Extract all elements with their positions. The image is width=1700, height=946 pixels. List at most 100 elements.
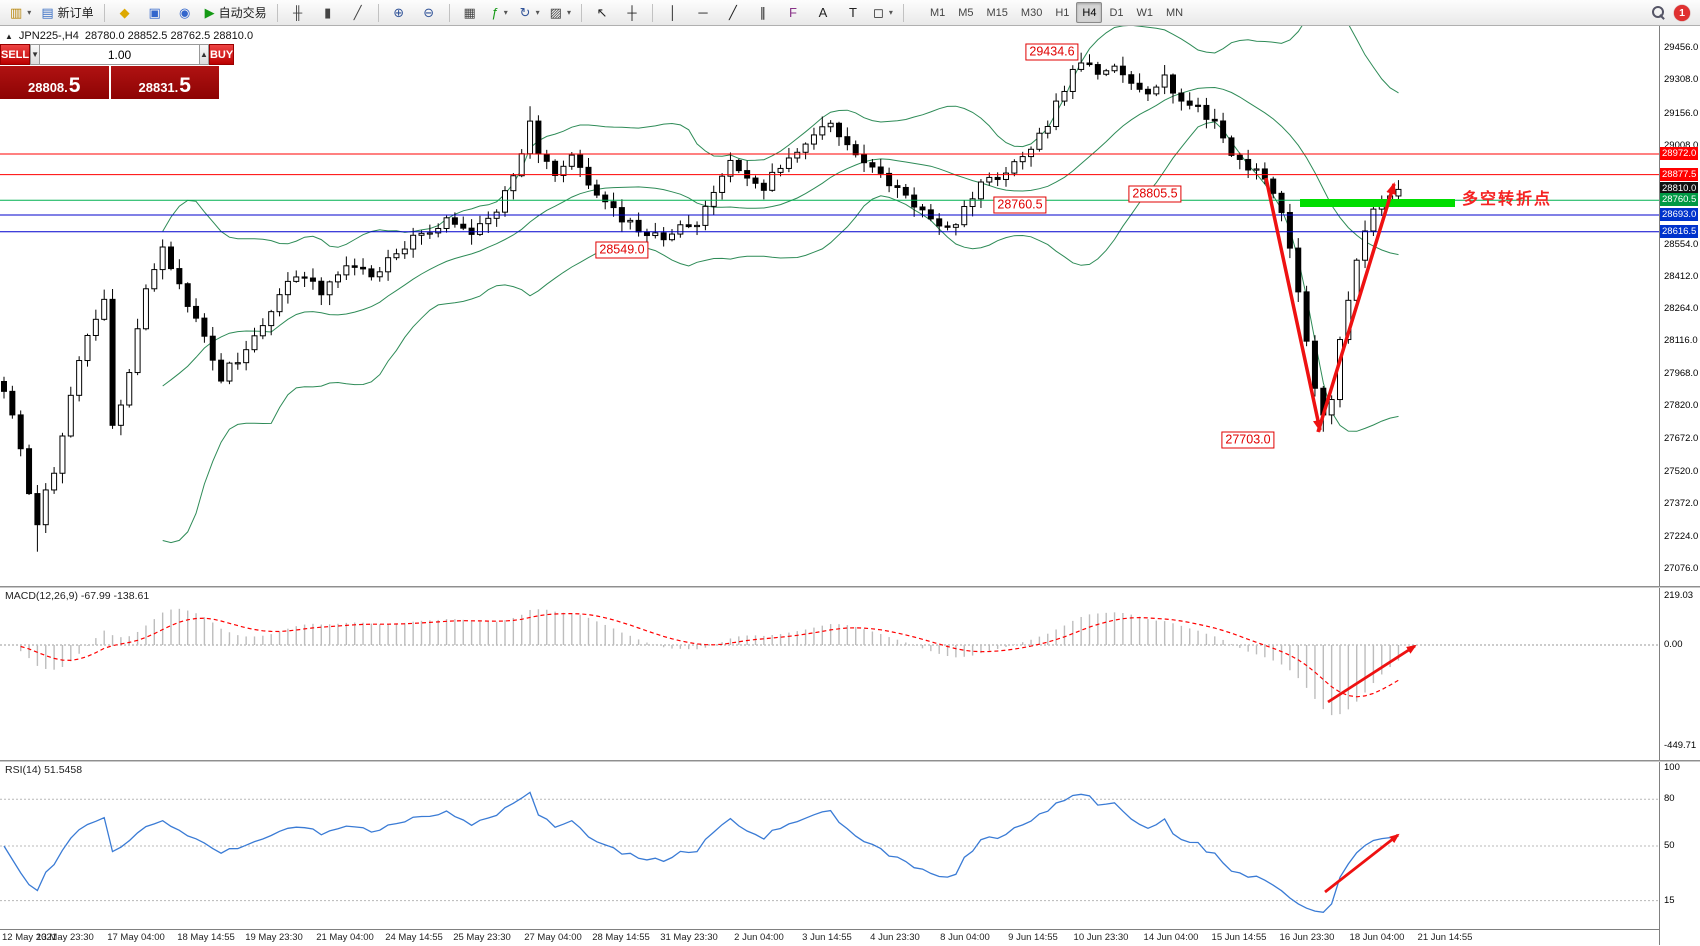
text-icon: A (818, 5, 828, 20)
zoom-in-button[interactable]: ⊕ (385, 2, 413, 24)
bollinger-lower-band (162, 121, 1399, 544)
price-tick-label: 28116.0 (1664, 335, 1698, 347)
main-toolbar: ▥ ▾ ▤ 新订单 ◆ ▣ ◉ ▶ 自动交易 ╫ ▮ ╱ ⊕ ⊖ ▦ ƒ ▾ ↻ ▾ ▨ ▾ ↖ ┼ │ ─ ╱ ∥ F A T ◻ ▾ M1… (0, 0, 1700, 26)
shapes-icon: ◻ (873, 5, 884, 20)
price-callout-label[interactable]: 28805.5 (1128, 185, 1182, 203)
price-tag: 28972.0 (1660, 146, 1699, 160)
price-callout-label[interactable]: 27703.0 (1221, 431, 1275, 449)
price-tag: 28616.5 (1660, 224, 1699, 238)
toolbar-separator (902, 3, 904, 22)
time-tick-label: 28 May 14:55 (592, 932, 650, 943)
volume-input[interactable] (40, 44, 200, 65)
sell-price-main: 28808. (28, 80, 68, 95)
label-button[interactable]: T (839, 2, 867, 24)
timeframe-button-m5[interactable]: M5 (958, 6, 974, 19)
main-chart-canvas[interactable] (0, 26, 1659, 586)
turning-point-annotation[interactable]: 多空转折点 (1462, 191, 1553, 208)
strategy-tester-button[interactable]: ◉ (171, 2, 199, 24)
price-axis[interactable]: 29456.0 29308.0 29156.0 29008.0 28554.0 28412… (1659, 26, 1700, 945)
timeframe-button-mn[interactable]: MN (1166, 6, 1184, 19)
buy-price-pips: 5 (179, 74, 191, 97)
dropdown-arrow-icon: ▾ (566, 8, 571, 17)
candlestick-chart-icon: ▮ (324, 5, 332, 20)
indicators-button[interactable]: ƒ ▾ (486, 2, 514, 24)
buy-price-display[interactable]: 28831. 5 (110, 66, 219, 99)
candlestick-chart-button[interactable]: ▮ (314, 2, 342, 24)
metaeditor-button[interactable]: ◆ (111, 2, 139, 24)
price-tick-label: 27672.0 (1664, 432, 1699, 444)
volume-down-button[interactable]: ▼ (30, 44, 41, 65)
rsi-panel-canvas[interactable] (0, 762, 1659, 929)
auto-trading-icon: ▶ (204, 5, 215, 20)
rsi-axis-label: 80 (1664, 793, 1675, 805)
search-icon[interactable] (1651, 5, 1666, 20)
fibonacci-button[interactable]: F (779, 2, 807, 24)
timeframe-button-d1[interactable]: D1 (1109, 6, 1124, 19)
sell-price-display[interactable]: 28808. 5 (0, 66, 109, 99)
line-chart-icon: ╱ (353, 5, 362, 20)
vertical-line-icon: │ (668, 5, 678, 20)
time-tick-label: 12 May 2021 (2, 932, 57, 943)
time-tick-label: 24 May 14:55 (385, 932, 443, 943)
time-tick-label: 13 May 23:30 (36, 932, 94, 943)
macd-panel-canvas[interactable] (0, 588, 1659, 760)
auto-trading-button[interactable]: ▶ 自动交易 (201, 2, 271, 24)
trendline-button[interactable]: ╱ (719, 2, 747, 24)
price-callout-label[interactable]: 29434.6 (1025, 43, 1079, 61)
time-tick-label: 10 Jun 23:30 (1073, 932, 1129, 943)
shapes-button[interactable]: ◻ ▾ (869, 2, 897, 24)
price-tick-label: 27820.0 (1664, 400, 1699, 412)
text-button[interactable]: A (809, 2, 837, 24)
new-order-button-label: 新订单 (57, 6, 94, 20)
macd-trend-arrow[interactable] (1327, 644, 1417, 704)
time-tick-label: 27 May 04:00 (524, 932, 582, 943)
price-tag: 28760.5 (1660, 193, 1699, 207)
rsi-trend-arrow[interactable] (1324, 833, 1400, 894)
time-axis[interactable]: 12 May 2021 13 May 23:30 17 May 04:00 18 Ma… (0, 929, 1659, 946)
time-tick-label: 14 Jun 04:00 (1143, 932, 1199, 943)
toolbar-separator (580, 3, 582, 22)
price-callout-label[interactable]: 28760.5 (993, 196, 1047, 214)
time-tick-label: 18 May 14:55 (177, 932, 235, 943)
trend-arrow[interactable] (1316, 182, 1396, 433)
dropdown-arrow-icon: ▾ (888, 8, 893, 17)
turning-point-highlight-bar[interactable] (1300, 199, 1455, 207)
channel-button[interactable]: ∥ (749, 2, 777, 24)
zoom-out-button[interactable]: ⊖ (415, 2, 443, 24)
macd-axis-label: 0.00 (1664, 639, 1683, 650)
subwindow-splitter[interactable] (0, 586, 1700, 588)
crosshair-button[interactable]: ┼ (618, 2, 646, 24)
cursor-button[interactable]: ↖ (588, 2, 616, 24)
periods-button[interactable]: ↻ ▾ (516, 2, 544, 24)
new-chart-button[interactable]: ▥ ▾ (6, 2, 35, 24)
notification-badge[interactable]: 1 (1674, 4, 1690, 21)
timeframe-selector: M1 M5 M15 M30 H1 H4 D1 W1 MN (924, 2, 1189, 23)
timeframe-button-m30[interactable]: M30 (1020, 6, 1043, 19)
rsi-indicator-label: RSI(14) 51.5458 (5, 764, 83, 776)
timeframe-button-h4[interactable]: H4 (1076, 2, 1103, 23)
subwindow-splitter[interactable] (0, 760, 1700, 762)
sell-button[interactable]: SELL (0, 44, 31, 65)
time-tick-label: 21 Jun 14:55 (1417, 932, 1473, 943)
price-tick-label: 27968.0 (1664, 367, 1699, 379)
bar-chart-button[interactable]: ╫ (284, 2, 312, 24)
rsi-axis-label: 50 (1664, 840, 1675, 851)
market-watch-button[interactable]: ▣ (141, 2, 169, 24)
timeframe-button-m15[interactable]: M15 (986, 6, 1008, 19)
chart-window: ▲ JPN225-,H4 28780.0 28852.5 28762.5 288… (0, 26, 1700, 946)
timeframe-button-m1[interactable]: M1 (929, 6, 946, 19)
horizontal-line-button[interactable]: ─ (689, 2, 717, 24)
timeframe-button-h1[interactable]: H1 (1055, 6, 1070, 19)
buy-button[interactable]: BUY (208, 44, 235, 65)
symbol-period-label: JPN225-,H4 (18, 30, 79, 42)
trend-arrow[interactable] (1264, 177, 1323, 432)
chart-caption: ▲ JPN225-,H4 28780.0 28852.5 28762.5 288… (5, 30, 253, 42)
tile-windows-button[interactable]: ▦ (456, 2, 484, 24)
volume-up-button[interactable]: ▲ (199, 44, 209, 65)
vertical-line-button[interactable]: │ (659, 2, 687, 24)
timeframe-button-w1[interactable]: W1 (1136, 6, 1154, 19)
new-order-button[interactable]: ▤ 新订单 (37, 2, 97, 24)
price-callout-label[interactable]: 28549.0 (595, 241, 649, 259)
templates-button[interactable]: ▨ ▾ (546, 2, 575, 24)
line-chart-button[interactable]: ╱ (344, 2, 372, 24)
